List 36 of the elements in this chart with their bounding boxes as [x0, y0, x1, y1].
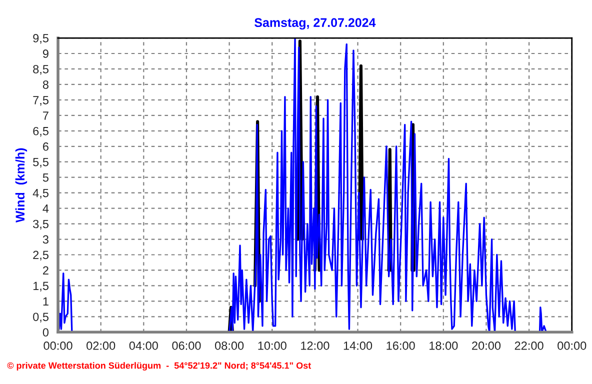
x-tick-label: 14:00	[344, 342, 372, 350]
x-tick-label: 22:00	[514, 342, 544, 350]
x-tick-label: 20:00	[472, 342, 501, 350]
y-tick-label: 0,5	[33, 312, 48, 322]
x-tick-label: 04:00	[129, 342, 158, 350]
y-tick-label: 9,5	[33, 34, 48, 44]
y-axis-title: Wind (km/h)	[15, 148, 28, 223]
y-tick-label: 3	[42, 235, 48, 244]
y-tick-label: 2,5	[33, 250, 48, 261]
text: © private Wetterstation Süderlügum - 54°52'19.2" Nord; 8°54'45.1" Ost	[7, 362, 312, 371]
y-tick-label: 0	[42, 328, 49, 337]
x-tick-label: 16:00	[386, 342, 415, 350]
x-tick-label: 10:00	[258, 342, 286, 350]
y-tick-label: 9	[42, 50, 48, 58]
y-tick-label: 1	[43, 297, 48, 306]
y-tick-label: 1,5	[33, 282, 48, 292]
y-tick-label: 5,5	[33, 158, 48, 168]
y-tick-label: 3,5	[33, 220, 48, 230]
x-tick-label: 08:00	[214, 342, 244, 350]
y-tick-label: 4,5	[32, 188, 48, 199]
y-tick-label: 6,5	[33, 126, 48, 137]
x-tick-label: 00:00	[44, 342, 72, 350]
x-tick-label: 06:00	[172, 342, 201, 350]
y-tick-label: 8	[42, 80, 48, 89]
y-tick-label: 8,5	[33, 65, 48, 75]
y-tick-label: 7	[43, 112, 48, 120]
x-tick-label: 00:00	[558, 342, 586, 350]
y-tick-label: 2	[43, 266, 48, 275]
y-tick-label: 5	[42, 174, 48, 182]
x-tick-label: 02:00	[86, 342, 116, 350]
x-tick-label: 18:00	[430, 342, 458, 350]
x-tick-label: 12:00	[301, 342, 330, 350]
y-tick-label: 7,5	[33, 96, 48, 106]
chart-title: Samstag, 27.07.2024	[254, 18, 376, 30]
y-tick-label: 4	[42, 204, 49, 213]
y-tick-label: 6	[43, 142, 48, 151]
